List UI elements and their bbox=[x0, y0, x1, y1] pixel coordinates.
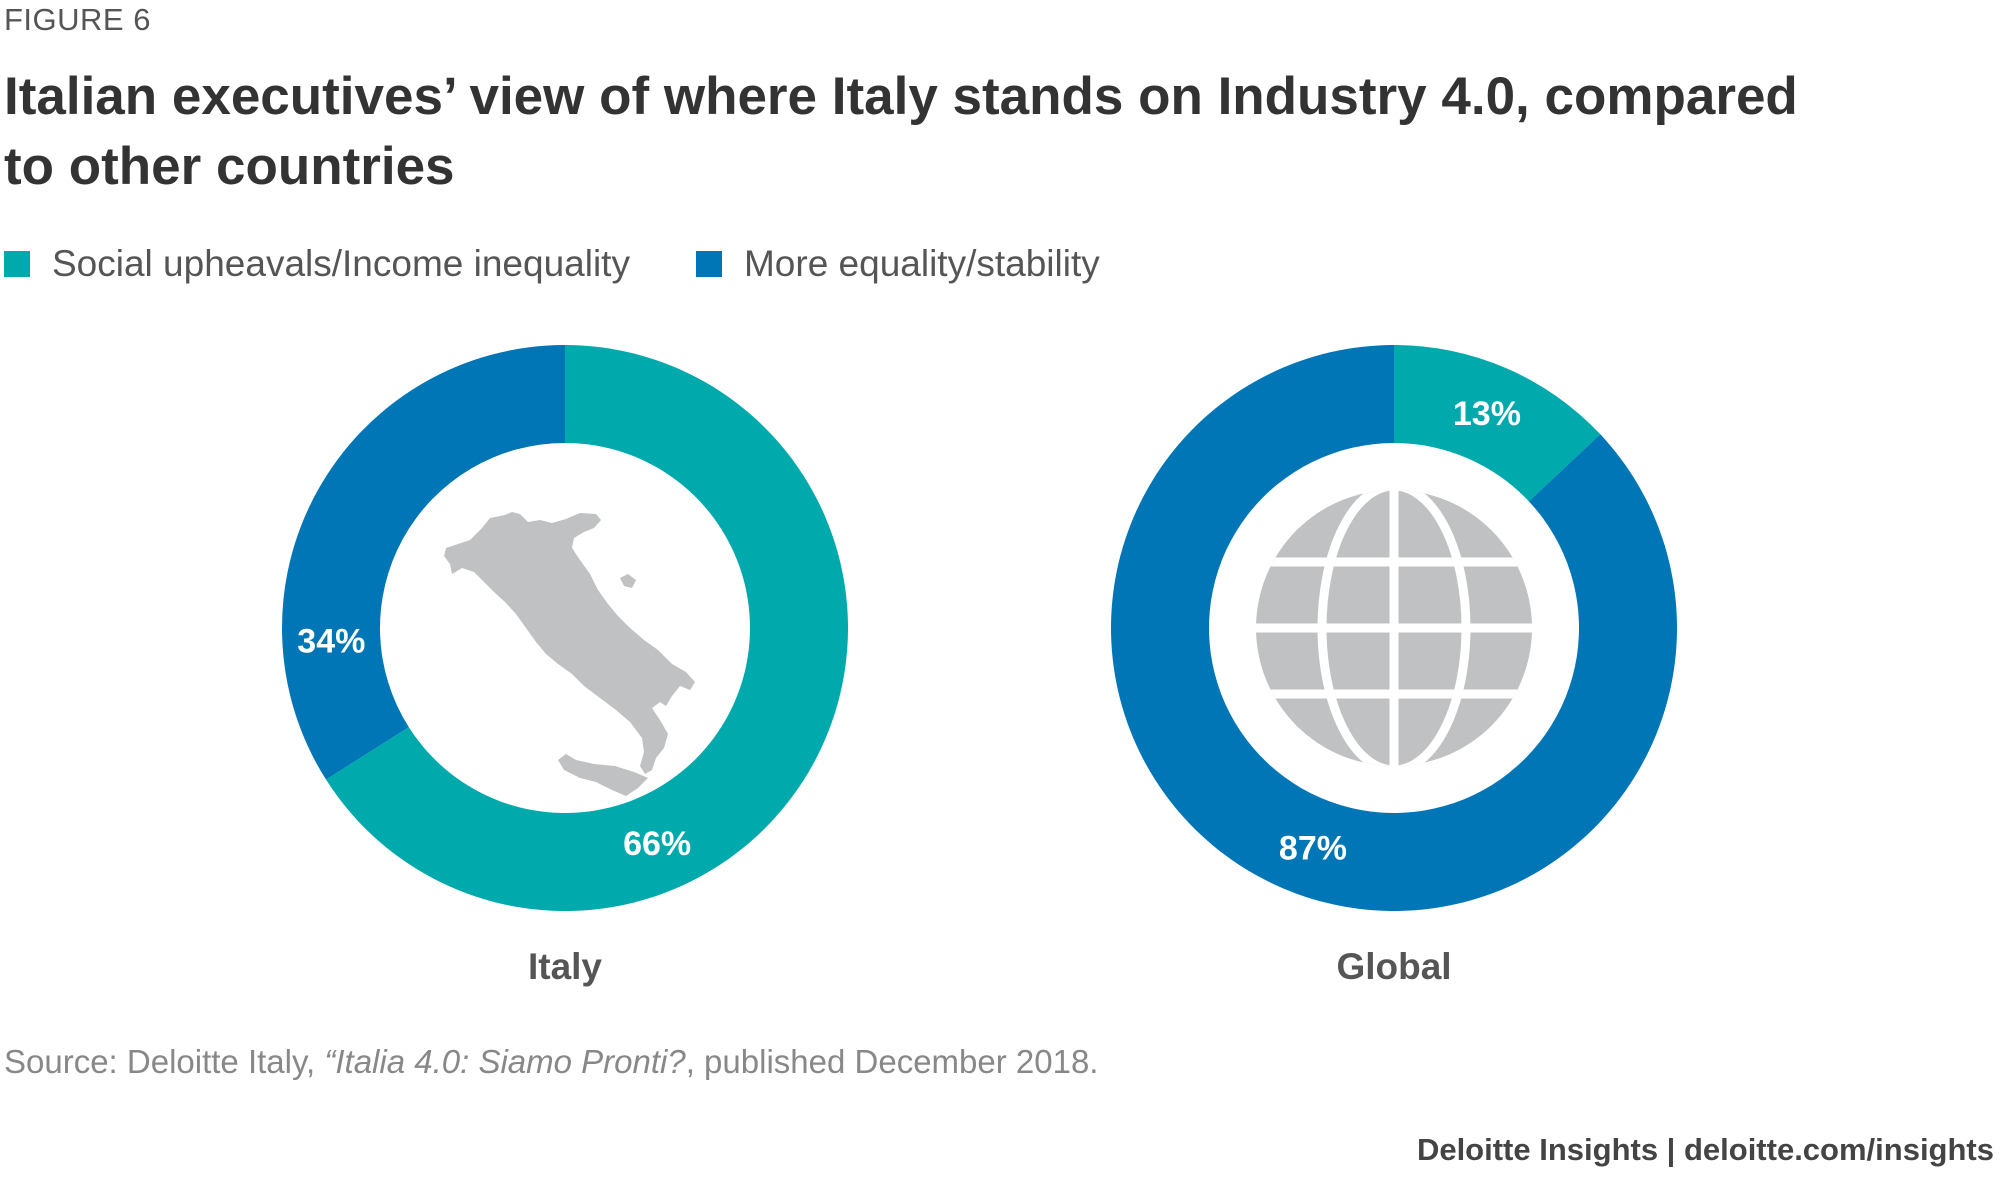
global-label-equality: 87% bbox=[1279, 830, 1347, 868]
italy-caption: Italy bbox=[528, 946, 602, 987]
italy-label-equality: 34% bbox=[297, 622, 365, 660]
italy-map-icon bbox=[444, 512, 695, 796]
source-title: “Italia 4.0: Siamo Pronti? bbox=[324, 1043, 686, 1080]
legend-label-social: Social upheavals/Income inequality bbox=[52, 243, 630, 284]
source-suffix: , published December 2018. bbox=[685, 1043, 1099, 1080]
global-label-social: 13% bbox=[1453, 395, 1521, 433]
globe-icon bbox=[1256, 490, 1532, 766]
deloitte-insights-credit: Deloitte Insights | deloitte.com/insight… bbox=[1416, 1132, 1994, 1167]
source-prefix: Source: Deloitte Italy, bbox=[4, 1043, 325, 1080]
donut-chart-italy: 66% 34% bbox=[282, 345, 849, 912]
legend: Social upheavals/Income inequality More … bbox=[4, 243, 1166, 285]
legend-item-equality: More equality/stability bbox=[695, 243, 1100, 285]
legend-item-social: Social upheavals/Income inequality bbox=[4, 243, 630, 285]
global-slice-equality bbox=[1111, 345, 1678, 912]
donut-chart-global: 13% 87% bbox=[1111, 345, 1678, 912]
italy-label-social: 66% bbox=[623, 825, 691, 863]
legend-label-equality: More equality/stability bbox=[743, 243, 1100, 284]
legend-swatch-social bbox=[4, 251, 30, 277]
legend-swatch-equality bbox=[695, 251, 722, 277]
global-caption: Global bbox=[1336, 946, 1451, 987]
italy-slice-social bbox=[326, 345, 849, 912]
chart-title: Italian executives’ view of where Italy … bbox=[4, 67, 1798, 196]
italy-slice-equality bbox=[282, 345, 565, 780]
global-slice-social bbox=[1394, 345, 1601, 502]
figure-label: FIGURE 6 bbox=[4, 2, 151, 37]
source-note: Source: Deloitte Italy, “Italia 4.0: Sia… bbox=[4, 1043, 1098, 1081]
